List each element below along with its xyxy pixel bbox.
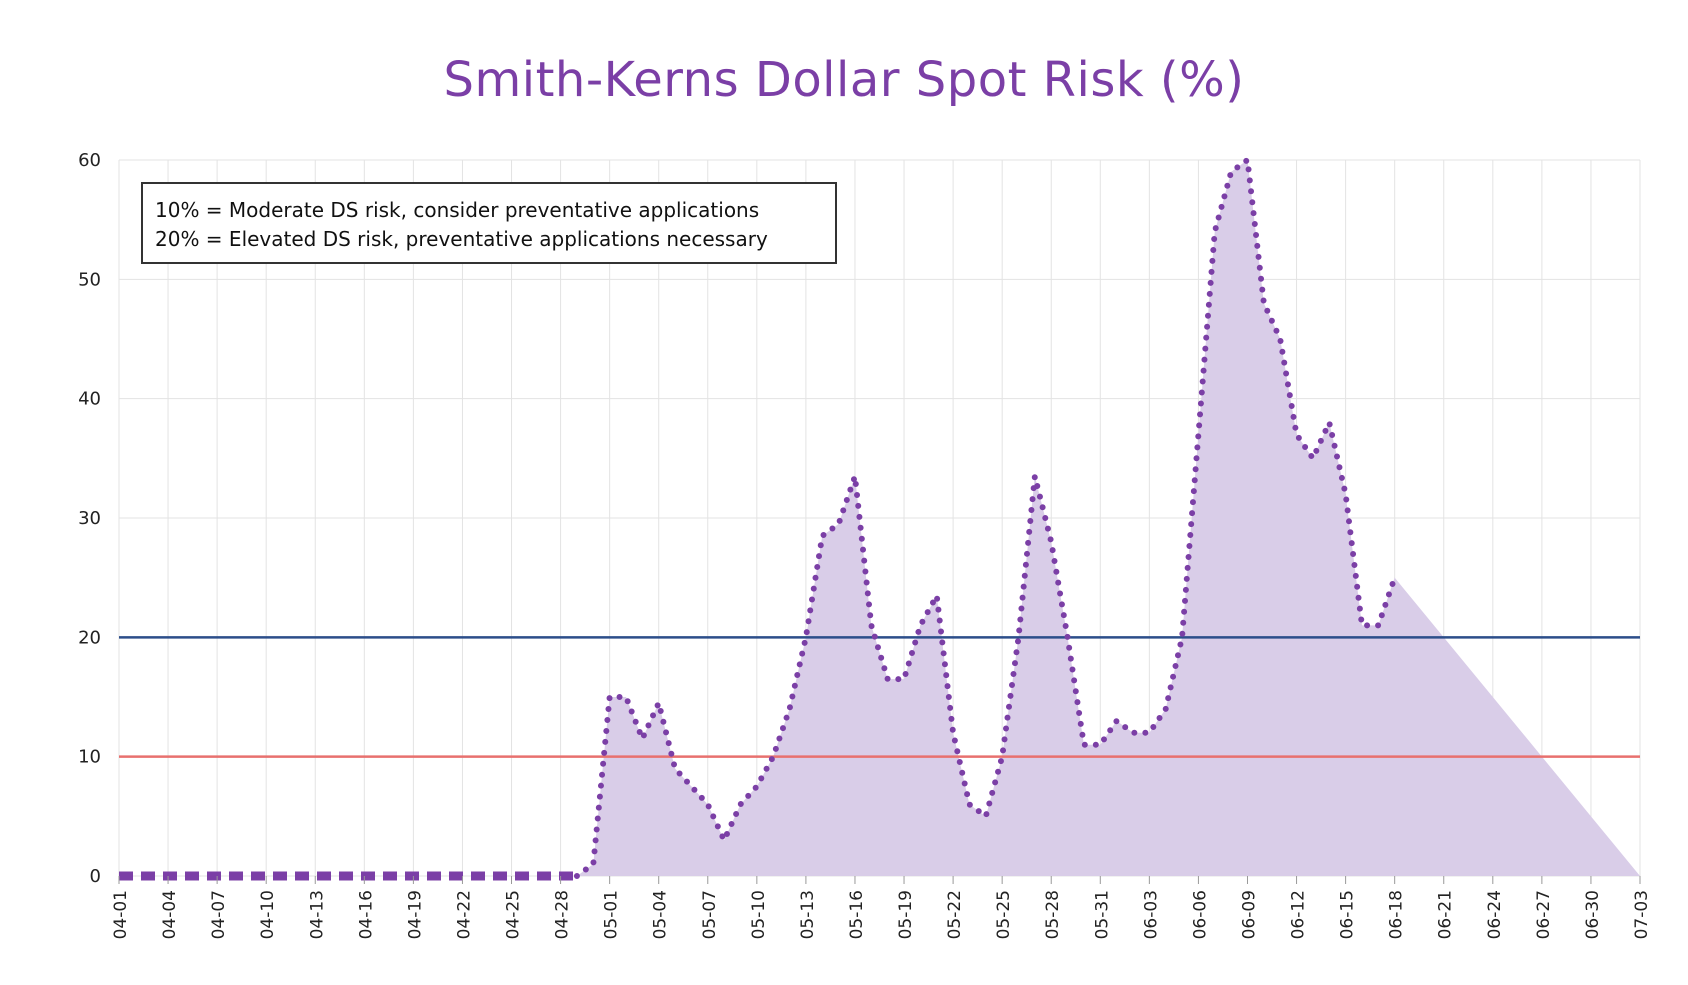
x-tick-label: 06-09 <box>1239 890 1259 939</box>
legend: 10% = Moderate DS risk, consider prevent… <box>141 182 837 264</box>
x-tick-label: 04-10 <box>258 890 278 939</box>
x-tick-label: 05-01 <box>602 890 622 939</box>
y-tick-label: 0 <box>90 866 101 887</box>
x-tick-label: 04-28 <box>553 890 573 939</box>
x-tick-label: 05-22 <box>945 890 965 939</box>
y-axis: 0 10 20 30 40 50 60 <box>78 150 101 887</box>
x-tick-label: 04-13 <box>307 890 327 939</box>
x-tick-label: 04-19 <box>405 890 425 939</box>
x-axis: 04-01 04-04 04-07 04-10 04-13 04-16 04-19 04-22… <box>111 876 1652 939</box>
risk-area-fill <box>119 160 1640 876</box>
risk-area <box>119 160 1640 876</box>
x-tick-label: 06-21 <box>1436 890 1456 939</box>
y-tick-label: 40 <box>78 389 101 410</box>
x-tick-label: 06-15 <box>1338 890 1358 939</box>
y-tick-label: 30 <box>78 508 101 529</box>
x-tick-label: 07-03 <box>1632 890 1652 939</box>
x-tick-label: 05-31 <box>1092 890 1112 939</box>
x-tick-label: 06-30 <box>1583 890 1603 939</box>
x-tick-label: 06-24 <box>1485 890 1505 939</box>
chart-title: Smith-Kerns Dollar Spot Risk (%) <box>443 52 1245 108</box>
x-tick-label: 04-07 <box>209 890 229 939</box>
x-tick-label: 05-25 <box>994 890 1014 939</box>
x-tick-label: 06-03 <box>1141 890 1161 939</box>
x-tick-label: 05-07 <box>700 890 720 939</box>
x-tick-label: 06-18 <box>1387 890 1407 939</box>
y-tick-label: 60 <box>78 150 101 171</box>
x-tick-label: 04-25 <box>504 890 524 939</box>
x-tick-label: 04-16 <box>356 890 376 939</box>
x-tick-label: 05-04 <box>651 890 671 939</box>
x-tick-label: 05-10 <box>749 890 769 939</box>
risk-line <box>118 157 1398 881</box>
x-tick-label: 06-12 <box>1289 890 1309 939</box>
x-tick-label: 04-04 <box>160 890 180 939</box>
x-tick-label: 04-22 <box>454 890 474 939</box>
x-tick-label: 04-01 <box>111 890 131 939</box>
y-tick-label: 50 <box>78 269 101 290</box>
y-tick-label: 10 <box>78 747 101 768</box>
legend-entry-elevated: 20% = Elevated DS risk, preventative app… <box>155 227 768 251</box>
y-tick-label: 20 <box>78 627 101 648</box>
x-tick-label: 05-16 <box>847 890 867 939</box>
threshold-lines <box>119 636 1640 758</box>
legend-entry-moderate: 10% = Moderate DS risk, consider prevent… <box>155 198 760 222</box>
x-tick-label: 05-13 <box>798 890 818 939</box>
x-tick-label: 06-27 <box>1534 890 1554 939</box>
x-tick-label: 05-19 <box>896 890 916 939</box>
x-tick-label: 05-28 <box>1043 890 1063 939</box>
x-tick-label: 06-06 <box>1190 890 1210 939</box>
